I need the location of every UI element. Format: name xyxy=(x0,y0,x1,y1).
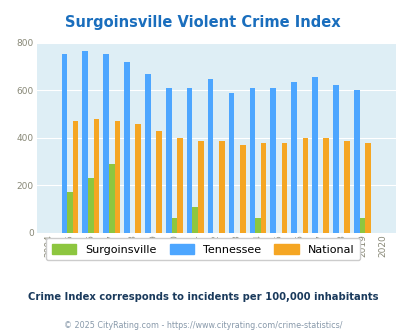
Bar xyxy=(270,88,275,233)
Bar xyxy=(135,124,141,233)
Bar xyxy=(290,82,296,233)
Bar xyxy=(88,178,94,233)
Bar xyxy=(281,143,287,233)
Bar xyxy=(166,88,171,233)
Bar xyxy=(177,138,182,233)
Bar xyxy=(254,218,260,233)
Bar xyxy=(260,143,266,233)
Bar xyxy=(249,88,254,233)
Bar xyxy=(228,93,234,233)
Bar xyxy=(61,53,67,233)
Bar xyxy=(323,138,328,233)
Bar xyxy=(359,218,364,233)
Bar xyxy=(311,77,317,233)
Bar xyxy=(332,85,338,233)
Bar xyxy=(218,141,224,233)
Text: Crime Index corresponds to incidents per 100,000 inhabitants: Crime Index corresponds to incidents per… xyxy=(28,292,377,302)
Bar xyxy=(124,62,130,233)
Bar xyxy=(114,121,120,233)
Bar xyxy=(192,207,198,233)
Bar xyxy=(67,192,72,233)
Bar xyxy=(364,143,370,233)
Bar xyxy=(145,74,150,233)
Bar xyxy=(72,121,78,233)
Bar xyxy=(103,53,109,233)
Text: © 2025 CityRating.com - https://www.cityrating.com/crime-statistics/: © 2025 CityRating.com - https://www.city… xyxy=(64,321,341,330)
Bar xyxy=(302,138,307,233)
Bar xyxy=(186,88,192,233)
Text: Surgoinsville Violent Crime Index: Surgoinsville Violent Crime Index xyxy=(65,15,340,30)
Bar xyxy=(171,218,177,233)
Bar xyxy=(156,131,162,233)
Bar xyxy=(82,51,88,233)
Legend: Surgoinsville, Tennessee, National: Surgoinsville, Tennessee, National xyxy=(46,238,359,260)
Bar xyxy=(207,79,213,233)
Bar xyxy=(94,119,99,233)
Bar xyxy=(353,90,359,233)
Bar xyxy=(109,164,114,233)
Bar xyxy=(239,145,245,233)
Bar xyxy=(343,141,349,233)
Bar xyxy=(198,141,203,233)
